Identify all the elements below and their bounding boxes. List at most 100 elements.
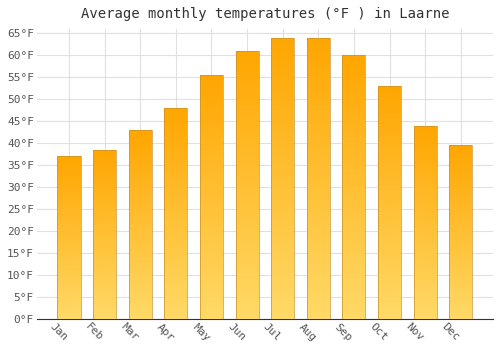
Bar xyxy=(93,251,116,253)
Bar xyxy=(378,86,401,319)
Bar xyxy=(414,247,436,249)
Bar xyxy=(342,100,365,103)
Bar xyxy=(128,217,152,219)
Bar xyxy=(271,111,294,114)
Bar xyxy=(128,223,152,224)
Bar xyxy=(306,89,330,91)
Bar xyxy=(236,80,258,83)
Bar xyxy=(414,249,436,251)
Bar xyxy=(200,304,223,307)
Bar xyxy=(236,134,258,137)
Bar xyxy=(271,74,294,77)
Bar xyxy=(306,204,330,206)
Bar xyxy=(414,311,436,313)
Bar xyxy=(93,256,116,258)
Bar xyxy=(236,150,258,153)
Bar xyxy=(58,256,80,257)
Bar xyxy=(128,302,152,304)
Bar xyxy=(58,190,80,192)
Bar xyxy=(58,306,80,308)
Bar xyxy=(200,182,223,185)
Bar xyxy=(200,117,223,119)
Bar xyxy=(449,187,472,189)
Bar xyxy=(200,146,223,148)
Bar xyxy=(93,170,116,172)
Bar xyxy=(236,300,258,303)
Bar xyxy=(414,305,436,307)
Bar xyxy=(164,214,188,216)
Bar xyxy=(414,156,436,159)
Bar xyxy=(449,222,472,224)
Bar xyxy=(449,199,472,201)
Bar xyxy=(58,317,80,319)
Bar xyxy=(128,221,152,223)
Bar xyxy=(449,206,472,208)
Bar xyxy=(306,164,330,167)
Bar xyxy=(93,177,116,178)
Bar xyxy=(414,180,436,182)
Bar xyxy=(164,112,188,114)
Bar xyxy=(58,291,80,293)
Bar xyxy=(236,145,258,147)
Bar xyxy=(164,108,188,319)
Bar xyxy=(378,191,401,193)
Bar xyxy=(236,249,258,252)
Bar xyxy=(342,153,365,155)
Bar xyxy=(342,314,365,316)
Bar xyxy=(342,63,365,66)
Bar xyxy=(236,236,258,239)
Bar xyxy=(271,145,294,147)
Bar xyxy=(93,153,116,155)
Bar xyxy=(200,233,223,236)
Bar xyxy=(342,182,365,184)
Bar xyxy=(378,105,401,107)
Bar xyxy=(449,146,472,319)
Bar xyxy=(164,315,188,317)
Bar xyxy=(128,134,152,136)
Bar xyxy=(93,302,116,304)
Bar xyxy=(342,311,365,314)
Bar xyxy=(58,278,80,280)
Bar xyxy=(200,246,223,248)
Bar xyxy=(342,113,365,116)
Bar xyxy=(342,250,365,253)
Bar xyxy=(236,56,258,59)
Bar xyxy=(58,204,80,205)
Bar xyxy=(58,156,80,158)
Bar xyxy=(128,155,152,156)
Bar xyxy=(271,69,294,71)
Bar xyxy=(236,306,258,308)
Bar xyxy=(414,294,436,296)
Bar xyxy=(378,307,401,310)
Bar xyxy=(449,224,472,225)
Bar xyxy=(200,187,223,190)
Bar xyxy=(449,312,472,314)
Bar xyxy=(342,274,365,277)
Bar xyxy=(414,211,436,212)
Bar xyxy=(200,141,223,144)
Bar xyxy=(93,248,116,250)
Bar xyxy=(378,277,401,279)
Bar xyxy=(306,220,330,223)
Bar xyxy=(58,280,80,281)
Bar xyxy=(306,181,330,184)
Bar xyxy=(200,312,223,314)
Bar xyxy=(164,296,188,298)
Bar xyxy=(236,190,258,193)
Bar xyxy=(164,226,188,228)
Bar xyxy=(128,312,152,313)
Bar xyxy=(271,190,294,193)
Bar xyxy=(449,300,472,302)
Bar xyxy=(58,239,80,241)
Bar xyxy=(200,153,223,156)
Bar xyxy=(449,250,472,251)
Bar xyxy=(164,306,188,308)
Bar xyxy=(449,308,472,310)
Bar xyxy=(58,252,80,254)
Bar xyxy=(414,234,436,236)
Bar xyxy=(306,246,330,248)
Bar xyxy=(378,284,401,286)
Bar xyxy=(378,182,401,184)
Bar xyxy=(236,94,258,97)
Bar xyxy=(414,191,436,193)
